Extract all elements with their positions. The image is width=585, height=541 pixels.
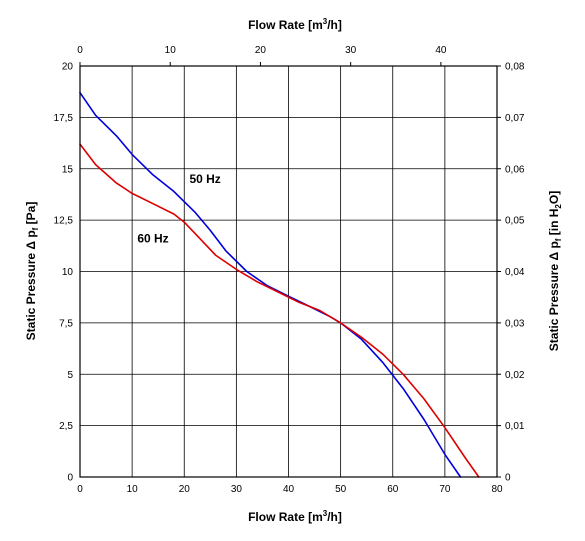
x-bottom-tick-label: 80 — [491, 484, 503, 495]
top-axis-title: Flow Rate [m3/h] — [248, 17, 342, 32]
x-bottom-tick-label: 20 — [179, 484, 191, 495]
y-left-tick-label: 12,5 — [54, 216, 74, 227]
y-right-tick-label: 0,05 — [505, 216, 525, 227]
x-bottom-tick-label: 0 — [77, 484, 83, 495]
left-axis-title: Static Pressure Δ pf [Pa] — [24, 202, 40, 341]
y-left-tick-label: 7,5 — [59, 318, 73, 329]
right-axis-title: Static Pressure Δ pf [in H2O] — [547, 191, 563, 351]
x-top-tick-label: 30 — [345, 45, 357, 56]
annotation-60-hz: 60 Hz — [137, 232, 168, 246]
x-top-tick-label: 0 — [77, 45, 83, 56]
x-top-tick-label: 10 — [165, 45, 177, 56]
y-left-tick-label: 5 — [67, 370, 73, 381]
y-left-tick-label: 20 — [62, 62, 74, 73]
x-top-tick-label: 40 — [435, 45, 447, 56]
x-bottom-tick-label: 10 — [127, 484, 139, 495]
annotation-50-hz: 50 Hz — [189, 172, 220, 186]
x-bottom-tick-label: 40 — [283, 484, 295, 495]
y-left-tick-label: 2,5 — [59, 421, 73, 432]
bottom-axis-title: Flow Rate [m3/h] — [248, 509, 342, 524]
tick-labels: 0 10 20 30 40 50 60 70 8002,557,51012,51517,5200… — [54, 45, 525, 495]
series-line-50-hz — [79, 91, 462, 478]
y-left-tick-label: 0 — [67, 473, 73, 484]
y-right-tick-label: 0 — [505, 473, 511, 484]
y-right-tick-label: 0,08 — [505, 62, 525, 73]
x-bottom-tick-label: 50 — [335, 484, 347, 495]
y-right-tick-label: 0,04 — [505, 267, 525, 278]
y-right-tick-label: 0,02 — [505, 370, 525, 381]
y-right-tick-label: 0,07 — [505, 113, 525, 124]
y-left-tick-label: 17,5 — [54, 113, 74, 124]
x-bottom-tick-label: 30 — [231, 484, 243, 495]
series-lines — [79, 91, 480, 478]
y-right-tick-label: 0,01 — [505, 421, 525, 432]
y-left-tick-label: 15 — [62, 164, 74, 175]
annotations: 50 Hz 60 Hz — [137, 172, 220, 246]
x-top-tick-label: 20 — [255, 45, 267, 56]
x-bottom-tick-label: 60 — [387, 484, 399, 495]
x-bottom-tick-label: 70 — [439, 484, 451, 495]
y-right-tick-label: 0,03 — [505, 318, 525, 329]
y-left-tick-label: 10 — [62, 267, 74, 278]
series-line-60-hz — [79, 143, 480, 478]
y-right-tick-label: 0,06 — [505, 164, 525, 175]
